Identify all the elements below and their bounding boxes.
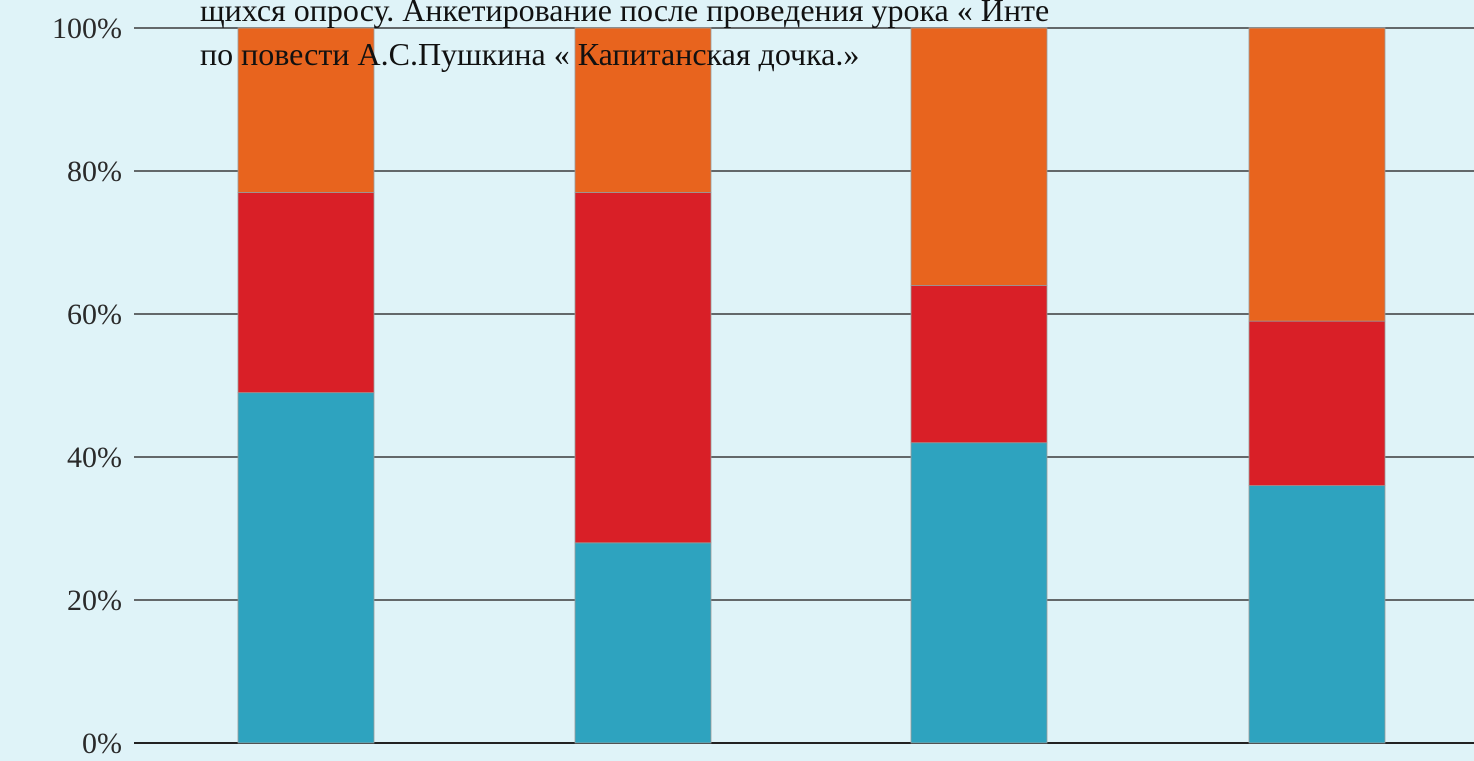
y-tick-label: 60% xyxy=(67,298,122,331)
bar-segment-1-2 xyxy=(237,192,375,394)
caption-line-1: щихся опросу. Анкетирование после провед… xyxy=(200,0,1050,28)
y-tick-label: 80% xyxy=(67,155,122,188)
bar-segment-4-3 xyxy=(1248,27,1386,322)
caption-line-2: по повести А.С.Пушкина « Капитанская доч… xyxy=(200,36,860,72)
bar-segment-2-1 xyxy=(574,542,712,744)
y-axis-ticks: 0% 20% 40% 60% 80% 100% xyxy=(52,12,122,760)
bar-segment-3-2 xyxy=(910,284,1048,444)
bar-segment-2-2 xyxy=(574,192,712,544)
bar-series xyxy=(237,27,1386,744)
y-tick-label: 100% xyxy=(52,12,122,45)
bar-segment-1-3 xyxy=(237,27,375,193)
bar-segment-3-3 xyxy=(910,27,1048,286)
bar-segment-3-1 xyxy=(910,442,1048,744)
chart-caption: щихся опросу. Анкетирование после провед… xyxy=(200,0,1474,76)
y-tick-label: 0% xyxy=(82,727,122,760)
bar-segment-4-1 xyxy=(1248,485,1386,744)
bar-segment-1-1 xyxy=(237,392,375,744)
bar-segment-2-3 xyxy=(574,27,712,193)
y-tick-label: 20% xyxy=(67,584,122,617)
y-tick-label: 40% xyxy=(67,441,122,474)
bar-segment-4-2 xyxy=(1248,320,1386,486)
